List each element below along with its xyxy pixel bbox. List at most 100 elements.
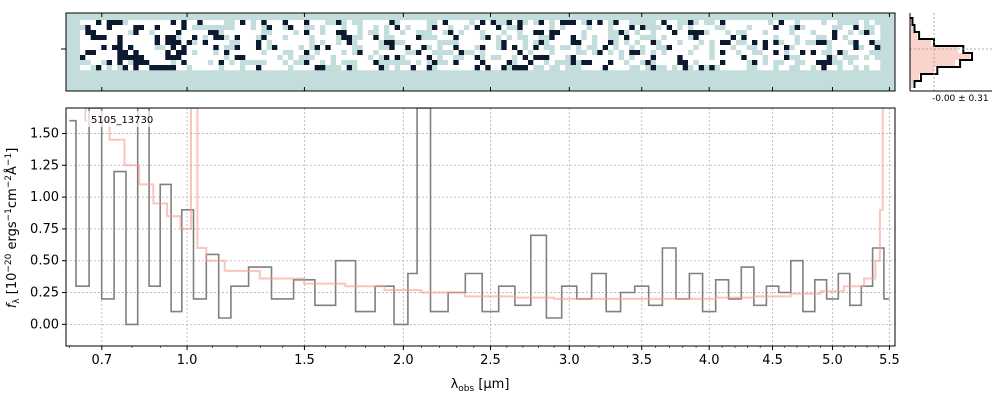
heatmap-cell bbox=[650, 35, 657, 41]
heatmap-cell bbox=[741, 60, 747, 66]
heatmap-cell bbox=[629, 50, 635, 56]
heatmap-cell bbox=[581, 40, 587, 46]
heatmap-cell bbox=[608, 65, 614, 71]
heatmap-cell bbox=[661, 35, 667, 41]
heatmap-cell bbox=[117, 45, 123, 51]
heatmap-cell bbox=[565, 35, 571, 41]
heatmap-cell bbox=[746, 45, 753, 51]
heatmap-cell bbox=[208, 40, 214, 46]
heatmap-cell bbox=[282, 65, 289, 71]
heatmap-cell bbox=[698, 25, 705, 31]
heatmap-cell bbox=[314, 30, 321, 36]
heatmap-cell bbox=[282, 20, 289, 26]
heatmap-cell bbox=[480, 55, 486, 61]
heatmap-cell bbox=[218, 65, 225, 71]
heatmap-cell bbox=[458, 20, 465, 26]
heatmap-cell bbox=[165, 50, 171, 56]
heatmap-cell bbox=[448, 60, 454, 66]
heatmap-cell bbox=[512, 45, 518, 51]
heatmap-cell bbox=[165, 35, 171, 41]
heatmap-cell bbox=[352, 25, 358, 31]
heatmap-cell bbox=[864, 40, 870, 46]
heatmap-cell bbox=[544, 40, 550, 46]
heatmap-cell bbox=[714, 55, 721, 61]
heatmap-cell bbox=[160, 60, 166, 66]
heatmap-cell bbox=[128, 60, 134, 66]
y-axis-label: fλ [10−20 ergs−1cm−2Å−1] bbox=[4, 148, 22, 309]
heatmap-cell bbox=[581, 55, 587, 61]
heatmap-cell bbox=[90, 50, 97, 56]
heatmap-cell bbox=[186, 35, 193, 41]
heatmap-cell bbox=[384, 40, 390, 46]
heatmap-cell bbox=[368, 65, 374, 71]
heatmap-cell bbox=[96, 40, 102, 46]
heatmap-cell bbox=[874, 45, 881, 51]
heatmap-cell bbox=[85, 50, 91, 56]
heatmap-cell bbox=[181, 40, 187, 46]
heatmap-cell bbox=[288, 35, 294, 41]
heatmap-cell bbox=[650, 40, 657, 46]
heatmap-cell bbox=[101, 60, 107, 66]
heatmap-cell bbox=[613, 30, 619, 36]
heatmap-cell bbox=[469, 60, 475, 66]
heatmap-cell bbox=[538, 65, 545, 71]
heatmap-cell bbox=[160, 35, 166, 41]
heatmap-cell bbox=[357, 30, 363, 36]
heatmap-cell bbox=[560, 30, 566, 36]
heatmap-cell bbox=[90, 65, 97, 71]
heatmap-cell bbox=[256, 50, 262, 56]
heatmap-cell bbox=[325, 35, 331, 41]
heatmap-cell bbox=[512, 50, 518, 56]
heatmap-cell bbox=[698, 65, 705, 71]
x-tick-label: 1.5 bbox=[294, 353, 315, 368]
x-tick-label: 5.0 bbox=[822, 353, 843, 368]
heatmap-cell bbox=[389, 20, 395, 26]
heatmap-cell bbox=[757, 60, 763, 66]
heatmap-cell bbox=[165, 30, 171, 36]
heatmap-cell bbox=[688, 25, 694, 31]
heatmap-cell bbox=[288, 45, 294, 51]
heatmap-cell bbox=[490, 60, 497, 66]
heatmap-cell bbox=[768, 60, 774, 66]
heatmap-cell bbox=[501, 25, 507, 31]
heatmap-cell bbox=[474, 30, 481, 36]
heatmap-cell bbox=[597, 40, 603, 46]
heatmap-cell bbox=[245, 30, 251, 36]
heatmap-cell bbox=[240, 25, 246, 31]
heatmap-cell bbox=[565, 20, 571, 26]
heatmap-cell bbox=[496, 45, 502, 51]
heatmap-cell bbox=[576, 25, 582, 31]
heatmap-cell bbox=[192, 30, 198, 36]
heatmap-cell bbox=[304, 50, 310, 56]
heatmap-cell bbox=[101, 65, 107, 71]
heatmap-cell bbox=[101, 50, 107, 56]
heatmap-cell bbox=[805, 45, 811, 51]
heatmap-cell bbox=[842, 25, 849, 31]
heatmap-cell bbox=[410, 25, 417, 31]
heatmap-cell bbox=[805, 20, 811, 26]
heatmap-cell bbox=[352, 55, 358, 61]
heatmap-cell bbox=[400, 30, 406, 36]
heatmap-cell bbox=[330, 60, 337, 66]
heatmap-cell bbox=[746, 50, 753, 56]
heatmap-cell bbox=[741, 50, 747, 56]
heatmap-cell bbox=[736, 25, 742, 31]
heatmap-cell bbox=[149, 25, 155, 31]
heatmap-cell bbox=[250, 40, 257, 46]
heatmap-cell bbox=[304, 30, 310, 36]
heatmap-cell bbox=[261, 35, 267, 41]
heatmap-cell bbox=[688, 55, 694, 61]
heatmap-cell bbox=[261, 65, 267, 71]
heatmap-cell bbox=[96, 25, 102, 31]
heatmap-cell bbox=[229, 40, 235, 46]
heatmap-cell bbox=[768, 40, 774, 46]
heatmap-cell bbox=[560, 60, 566, 66]
heatmap-cell bbox=[608, 55, 614, 61]
heatmap-cell bbox=[138, 35, 145, 41]
heatmap-cell bbox=[101, 20, 107, 26]
heatmap-cell bbox=[688, 20, 694, 26]
heatmap-cell bbox=[592, 55, 598, 61]
heatmap-cell bbox=[832, 60, 838, 66]
heatmap-cell bbox=[762, 30, 769, 36]
heatmap-cell bbox=[677, 20, 683, 26]
